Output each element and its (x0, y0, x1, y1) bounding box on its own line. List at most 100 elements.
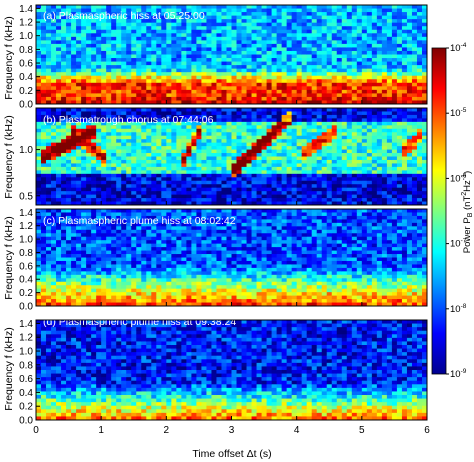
heatmap-cell (66, 61, 72, 66)
heatmap-cell (116, 288, 122, 293)
heatmap-cell (116, 75, 122, 80)
heatmap-cell (311, 118, 318, 123)
heatmap-cell (116, 254, 122, 258)
heatmap-cell (111, 278, 117, 283)
heatmap-cell (271, 132, 278, 137)
heatmap-cell (76, 111, 82, 116)
heatmap-cell (256, 163, 262, 168)
heatmap-cell (276, 180, 283, 185)
heatmap-cell (386, 89, 393, 94)
heatmap-cell (286, 128, 293, 133)
heatmap-cell (371, 40, 378, 45)
heatmap-cell (356, 8, 363, 13)
heatmap-cell (121, 226, 127, 231)
heatmap-cell (96, 194, 102, 199)
heatmap-cell (91, 219, 97, 224)
heatmap-cell (51, 254, 57, 258)
heatmap-cell (241, 79, 247, 84)
heatmap-cell (131, 15, 137, 20)
heatmap-cell (401, 75, 408, 80)
heatmap-cell (401, 22, 408, 27)
heatmap-cell (321, 198, 328, 202)
heatmap-cell (416, 75, 423, 80)
heatmap-cell (316, 114, 323, 119)
heatmap-cell (81, 163, 87, 168)
heatmap-cell (396, 5, 403, 9)
heatmap-cell (121, 233, 127, 238)
heatmap-cell (141, 40, 147, 45)
heatmap-cell (91, 22, 97, 27)
heatmap-cell (41, 212, 47, 217)
heatmap-cell (81, 86, 87, 91)
heatmap-cell (86, 149, 92, 154)
heatmap-cell (341, 96, 348, 101)
heatmap-cell (296, 191, 303, 195)
heatmap-cell (301, 163, 308, 168)
heatmap-cell (301, 12, 308, 17)
heatmap-cell (216, 166, 222, 171)
heatmap-cell (91, 36, 97, 41)
heatmap-cell (71, 75, 77, 80)
heatmap-cell (371, 198, 378, 202)
heatmap-cell (341, 156, 348, 161)
heatmap-cell (61, 250, 67, 255)
heatmap-cell (286, 177, 293, 182)
heatmap-cell (121, 281, 127, 286)
heatmap-cell (211, 12, 217, 17)
heatmap-cell (111, 36, 117, 41)
heatmap-cell (331, 79, 338, 84)
heatmap-cell (336, 149, 343, 154)
heatmap-cell (101, 111, 107, 116)
heatmap-cell (226, 100, 232, 105)
heatmap-cell (161, 170, 167, 175)
heatmap-cell (296, 121, 303, 126)
heatmap-cell (276, 72, 283, 77)
heatmap-cell (346, 142, 353, 147)
heatmap-cell (71, 156, 77, 161)
heatmap-cell (36, 254, 42, 258)
heatmap-cell (76, 12, 82, 17)
heatmap-cell (41, 142, 47, 147)
heatmap-cell (321, 12, 328, 17)
heatmap-cell (406, 58, 413, 62)
heatmap-cell (421, 47, 428, 52)
heatmap-cell (231, 68, 237, 73)
heatmap-cell (96, 295, 102, 300)
heatmap-cell (121, 257, 127, 262)
heatmap-cell (411, 96, 418, 101)
heatmap-cell (221, 125, 227, 130)
heatmap-cell (266, 153, 272, 157)
heatmap-cell (351, 149, 358, 154)
heatmap-cell (301, 198, 308, 202)
heatmap-cell (126, 222, 132, 227)
heatmap-cell (401, 125, 408, 130)
heatmap-cell (41, 82, 47, 87)
heatmap-cell (361, 50, 368, 55)
heatmap-cell (191, 149, 197, 154)
heatmap-cell (201, 79, 207, 84)
heatmap-cell (136, 267, 142, 272)
heatmap-cell (391, 184, 398, 189)
heatmap-cell (131, 118, 137, 123)
heatmap-cell (366, 47, 373, 52)
heatmap-cell (191, 54, 197, 59)
heatmap-cell (141, 260, 147, 265)
heatmap-cell (61, 209, 67, 213)
heatmap-cell (251, 75, 257, 80)
heatmap-cell (326, 170, 333, 175)
heatmap-cell (211, 50, 217, 55)
heatmap-cell (86, 177, 92, 182)
heatmap-cell (161, 43, 167, 48)
heatmap-cell (336, 50, 343, 55)
heatmap-cell (36, 118, 42, 123)
heatmap-cell (346, 61, 353, 66)
heatmap-cell (151, 72, 157, 77)
heatmap-cell (251, 33, 257, 38)
heatmap-cell (116, 184, 122, 189)
heatmap-cell (356, 47, 363, 52)
heatmap-cell (226, 135, 232, 140)
heatmap-cell (211, 15, 217, 20)
heatmap-cell (36, 233, 42, 238)
heatmap-cell (56, 5, 62, 9)
heatmap-cell (71, 278, 77, 283)
